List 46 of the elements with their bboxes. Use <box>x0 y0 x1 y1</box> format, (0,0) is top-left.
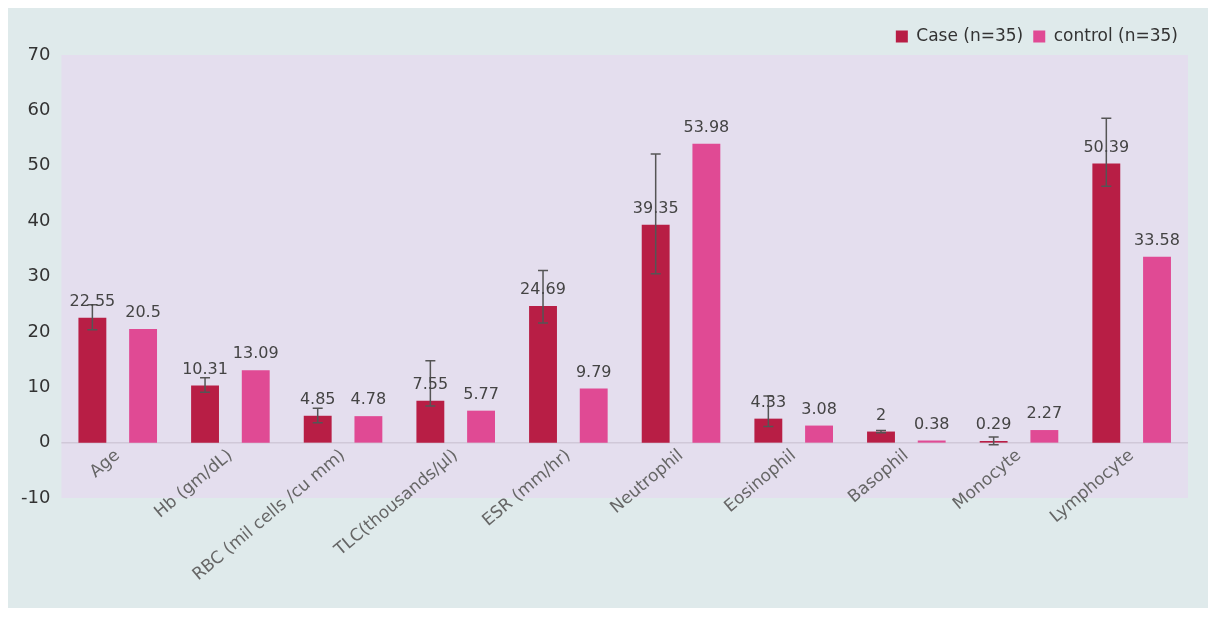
bar <box>1030 430 1059 443</box>
bar <box>78 317 107 443</box>
data-label: 5.77 <box>463 383 499 403</box>
y-tick-label: 60 <box>27 98 51 120</box>
bar <box>467 410 495 443</box>
bar <box>579 388 608 443</box>
bar <box>1143 256 1171 443</box>
y-tick-label: 40 <box>27 208 51 230</box>
data-label: 53.98 <box>683 116 730 136</box>
data-label: 13.09 <box>232 343 279 363</box>
y-tick-label: 70 <box>27 42 51 64</box>
data-label: 22.55 <box>69 290 116 310</box>
data-label: 4.78 <box>350 389 387 409</box>
bar <box>867 431 895 443</box>
y-tick-label: 50 <box>27 153 51 175</box>
y-tick-label: -10 <box>20 485 51 507</box>
bar <box>354 416 383 443</box>
y-tick-label: 30 <box>27 264 51 286</box>
bar <box>191 385 219 443</box>
data-label: 2 <box>875 404 887 424</box>
legend-label: control (n=35) <box>1053 24 1178 45</box>
y-tick-label: 0 <box>38 430 51 452</box>
y-tick-label: 20 <box>27 319 51 341</box>
data-label: 10.31 <box>182 358 228 378</box>
data-label: 2.27 <box>1026 403 1063 423</box>
data-label: 3.08 <box>801 398 837 418</box>
data-label: 20.5 <box>125 302 161 322</box>
bar <box>641 224 670 443</box>
data-label: 4.85 <box>299 388 336 408</box>
bar <box>241 370 270 443</box>
bar <box>416 400 445 443</box>
data-label: 0.38 <box>913 413 950 433</box>
bar <box>754 418 783 443</box>
bar <box>805 425 833 443</box>
x-tick-label: Age <box>85 444 124 482</box>
bar <box>692 143 721 443</box>
bar <box>303 415 332 443</box>
y-tick-label: 10 <box>27 374 51 396</box>
data-label: 0.29 <box>975 414 1012 434</box>
data-label: 9.79 <box>575 361 612 381</box>
legend-label: Case (n=35) <box>916 24 1024 45</box>
data-label: 33.58 <box>1134 229 1180 249</box>
bar <box>917 440 946 443</box>
bar <box>1092 163 1121 443</box>
bar <box>529 305 557 443</box>
bar <box>129 329 158 443</box>
